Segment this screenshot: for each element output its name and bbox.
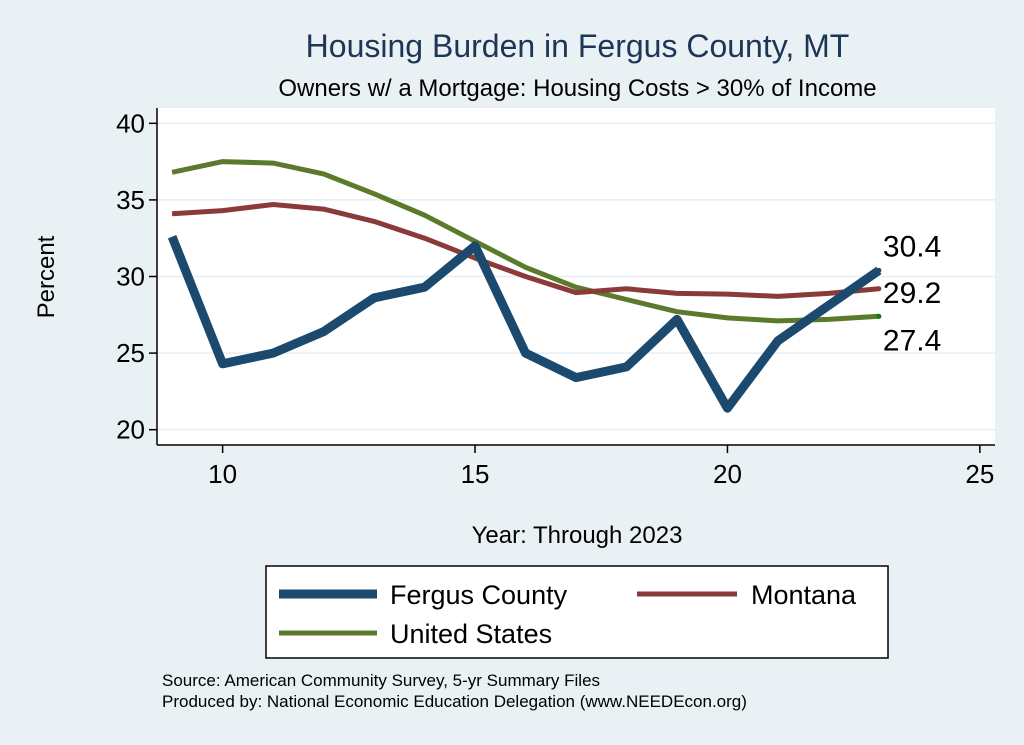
ytick-label-20: 20 [116, 415, 145, 445]
xtick-label-25: 25 [965, 459, 994, 489]
end-point-0 [876, 267, 882, 273]
xtick-label-10: 10 [208, 459, 237, 489]
end-point-1 [876, 286, 882, 292]
xtick-label-15: 15 [461, 459, 490, 489]
chart-title: Housing Burden in Fergus County, MT [305, 28, 850, 64]
series-line-2 [171, 159, 880, 324]
xtick-label-20: 20 [713, 459, 742, 489]
y-axis-label: Percent [33, 235, 60, 318]
source-note: Source: American Community Survey, 5-yr … [162, 671, 601, 690]
end-point-2 [876, 313, 882, 319]
ytick-label-40: 40 [116, 108, 145, 138]
end-label-1: 29.2 [883, 277, 941, 310]
chart-subtitle: Owners w/ a Mortgage: Housing Costs > 30… [278, 75, 877, 102]
legend-label-0: Fergus County [390, 580, 568, 610]
producer-note: Produced by: National Economic Education… [162, 692, 747, 711]
x-axis-label: Year: Through 2023 [472, 522, 683, 549]
series-line-0 [167, 235, 882, 413]
end-label-0: 30.4 [883, 230, 941, 263]
ytick-label-30: 30 [116, 262, 145, 292]
legend-label-2: United States [390, 619, 552, 649]
series-line-1 [171, 202, 880, 299]
legend-label-1: Montana [751, 580, 857, 610]
legend-box [265, 565, 889, 659]
ytick-label-25: 25 [116, 338, 145, 368]
ytick-label-35: 35 [116, 185, 145, 215]
end-label-2: 27.4 [883, 324, 941, 357]
